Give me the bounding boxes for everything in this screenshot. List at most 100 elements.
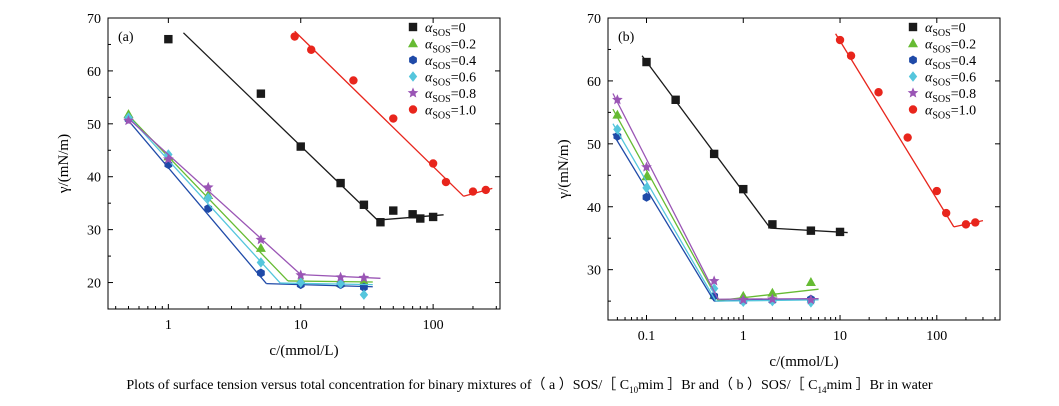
data-point [641, 161, 652, 172]
fit-line [641, 55, 771, 229]
data-point [359, 289, 369, 300]
data-point [389, 114, 398, 123]
data-point [358, 272, 370, 283]
data-point [709, 149, 719, 159]
y-tick-label: 60 [587, 75, 601, 90]
data-point [846, 51, 856, 60]
legend-marker [407, 87, 419, 98]
chart-figure: 20 30 40 50 60 70 1 10 100 c/(mmol/L) γ/(mN/m) (a) α… [56, 12, 1001, 370]
data-point [358, 276, 369, 286]
legend-label: αSOS=0.6 [925, 71, 976, 89]
y-tick-label: 70 [87, 12, 101, 27]
caption-text-3: mim ］Br in water [826, 378, 933, 393]
legend-marker [409, 55, 417, 65]
x-tick-label: 100 [423, 318, 444, 333]
legend-label: αSOS=0.2 [925, 38, 976, 56]
legend-subscript: SOS [432, 94, 450, 105]
data-point [708, 275, 720, 286]
y-tick-label: 40 [587, 201, 601, 216]
data-point [835, 227, 845, 237]
chart-panel-b: 30 40 50 60 70 0.1 1 10 100 c/(mmol/L) γ/(mN/m) (b)… [556, 12, 1001, 370]
x-tick-label: 1 [740, 329, 747, 344]
legend-alpha-symbol: α [425, 71, 433, 86]
legend-alpha-symbol: α [925, 87, 933, 102]
data-point [349, 76, 358, 85]
legend-label: αSOS=0 [425, 21, 466, 39]
y-axis-label: γ/(mN/m) [56, 134, 72, 194]
data-point [767, 287, 778, 297]
legend-value: =0.4 [951, 54, 976, 69]
data-point [290, 32, 299, 41]
data-point [642, 192, 651, 202]
legend-marker [909, 55, 917, 65]
y-tick-label: 60 [87, 65, 101, 80]
legend-value: =0.4 [451, 54, 476, 69]
legend-subscript: SOS [432, 78, 450, 89]
legend-subscript: SOS [432, 45, 450, 56]
legend-alpha-symbol: α [425, 104, 433, 119]
x-tick-label: 10 [833, 329, 847, 344]
legend-subscript: SOS [932, 28, 950, 39]
caption-text-2: mim ］Br and（ b ）SOS/［ C [638, 378, 818, 393]
data-point [768, 220, 777, 229]
legend-value: =0.8 [451, 87, 476, 102]
legend-value: =1.0 [451, 104, 476, 119]
legend-alpha-symbol: α [925, 104, 933, 119]
legend-value: =0.2 [951, 38, 976, 53]
fit-line [128, 115, 281, 284]
data-point [642, 57, 651, 67]
data-point [481, 185, 491, 195]
legend-marker [408, 105, 418, 114]
legend-subscript: SOS [932, 61, 950, 72]
fit-line [280, 282, 373, 286]
x-tick-label: 0.1 [638, 329, 656, 344]
legend-label: αSOS=0.4 [925, 54, 976, 72]
data-point [389, 206, 398, 215]
legend-subscript: SOS [432, 28, 450, 39]
caption-subscript-1: 10 [629, 384, 639, 395]
plot-frame [607, 17, 1001, 321]
plot-frame [107, 17, 501, 310]
y-tick-label: 50 [587, 138, 601, 153]
data-point [296, 142, 305, 151]
data-point [835, 35, 845, 45]
legend-value: =0 [951, 21, 966, 36]
data-point [642, 182, 651, 194]
figure-caption: Plots of surface tension versus total co… [0, 374, 1059, 395]
x-tick-label: 1 [165, 318, 172, 333]
y-tick-label: 30 [87, 224, 101, 239]
legend-subscript: SOS [932, 45, 950, 56]
series-0.4: αSOS=0.4 [612, 54, 976, 306]
panel-label: (a) [118, 30, 134, 45]
data-point [428, 159, 438, 168]
fit-line [182, 32, 378, 221]
legend-subscript: SOS [432, 111, 450, 122]
fit-line [612, 93, 719, 300]
data-point [739, 184, 748, 194]
legend-label: αSOS=0.4 [425, 54, 476, 72]
panel-label: (b) [618, 30, 635, 45]
y-tick-label: 20 [87, 277, 101, 292]
data-point [805, 277, 816, 286]
data-point [737, 294, 749, 305]
data-point [971, 218, 980, 227]
legend-subscript: SOS [932, 94, 950, 105]
x-tick-label: 10 [294, 318, 308, 333]
data-point [256, 257, 266, 268]
fit-line [128, 120, 267, 285]
y-tick-label: 40 [87, 171, 101, 186]
data-point [336, 178, 345, 188]
data-point [468, 187, 478, 196]
data-point [359, 200, 369, 209]
y-tick-label: 30 [587, 264, 601, 279]
series-1.0: αSOS=1.0 [290, 30, 493, 197]
y-tick-label: 50 [87, 118, 101, 133]
legend-marker [908, 71, 918, 82]
caption-subscript-2: 14 [817, 384, 827, 395]
series-0: αSOS=0 [164, 21, 466, 227]
fit-line [612, 133, 715, 302]
legend-alpha-symbol: α [425, 38, 433, 53]
chart-panel-a: 20 30 40 50 60 70 1 10 100 c/(mmol/L) γ/(mN/m) (a) α… [56, 12, 501, 359]
legend-label: αSOS=0.8 [425, 87, 476, 105]
caption-text-1: Plots of surface tension versus total co… [126, 378, 630, 393]
